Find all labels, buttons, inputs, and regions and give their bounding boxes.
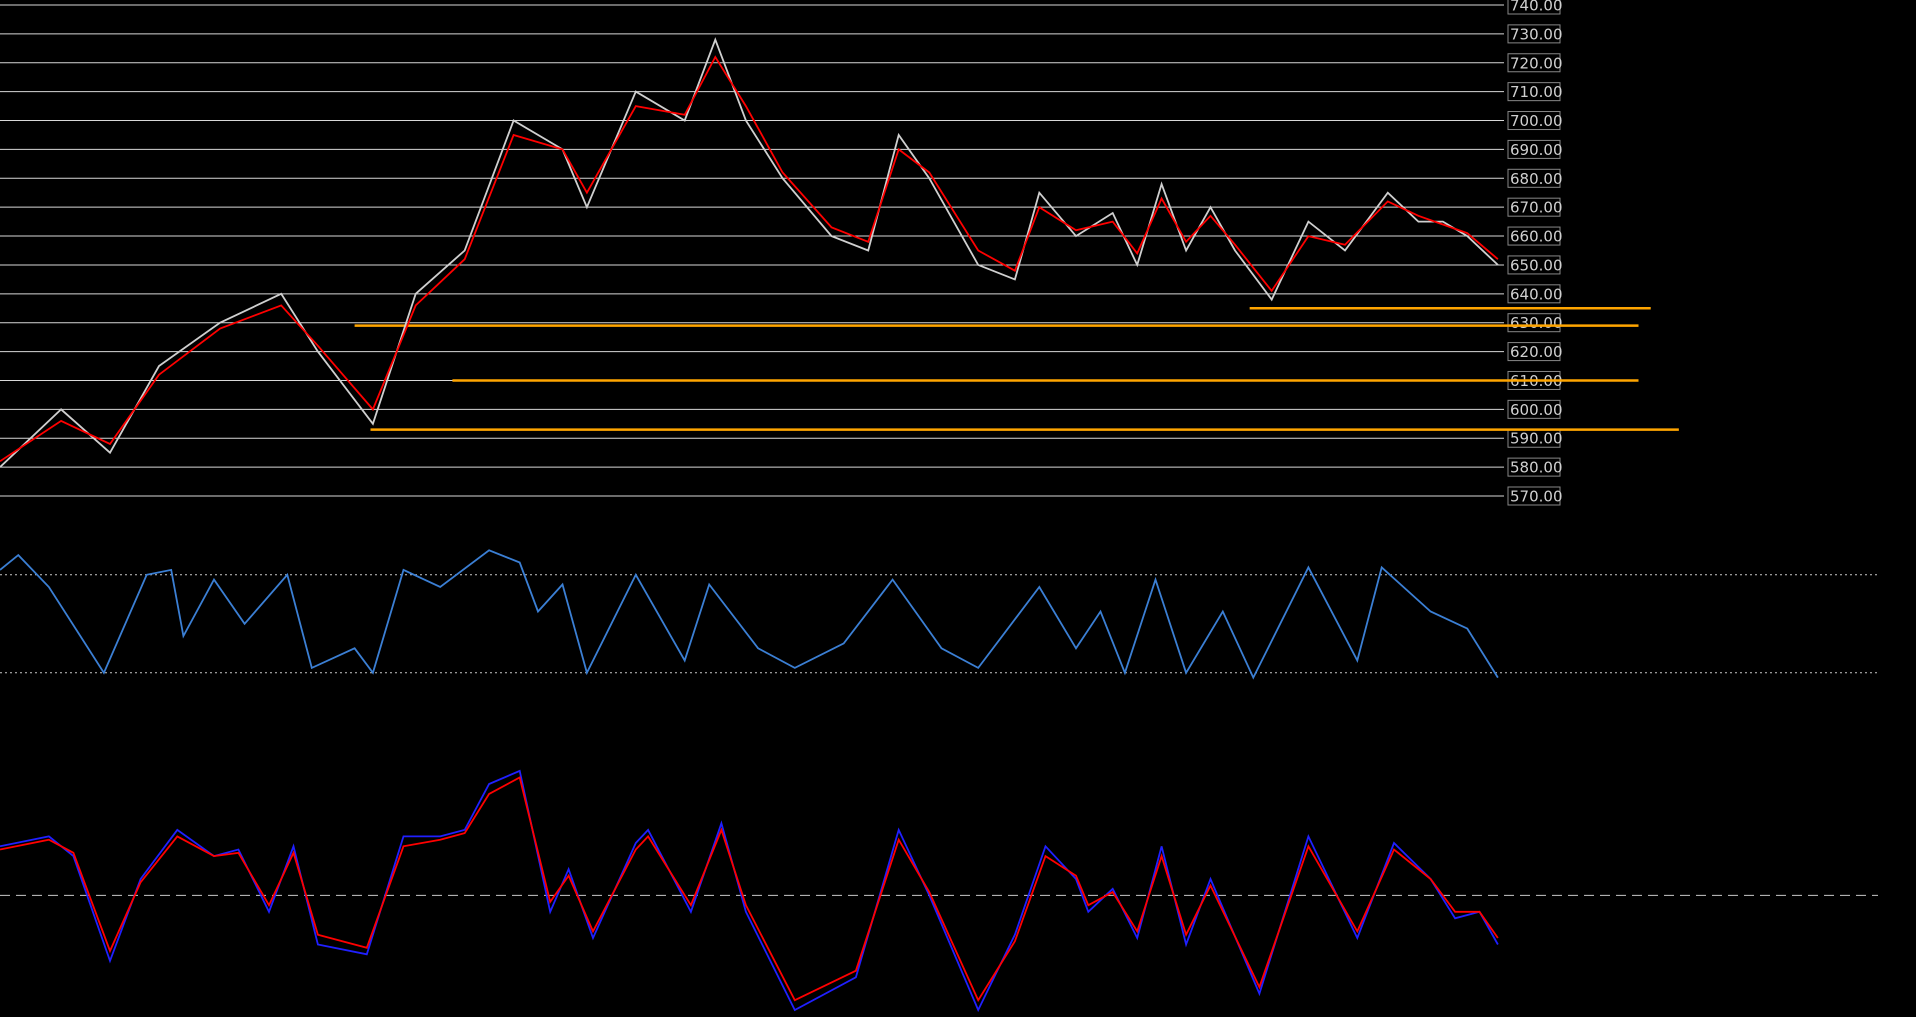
tick-label-box [1507,24,1561,44]
y-tick-label: 680.00 [1510,170,1563,188]
y-tick-label: 590.00 [1510,430,1563,448]
y-tick-label: 670.00 [1510,199,1563,217]
series-line [0,55,1499,463]
y-tick-label: 710.00 [1510,83,1563,101]
y-tick-label: 730.00 [1510,25,1563,43]
tick-label-box [1507,399,1561,419]
y-tick-label: 620.00 [1510,343,1563,361]
tick-label-box [1507,111,1561,131]
tick-label-box [1507,255,1561,275]
series-line [0,776,1499,1003]
y-tick-label: 720.00 [1510,54,1563,72]
y-tick-label: 650.00 [1510,256,1563,274]
tick-label-box [1507,284,1561,304]
tick-label-box [1507,197,1561,217]
tick-label-box [1507,0,1561,15]
tick-label-box [1507,486,1561,506]
y-tick-label: 640.00 [1510,285,1563,303]
y-tick-label: 600.00 [1510,401,1563,419]
tick-label-box [1507,139,1561,159]
tick-label-box [1507,168,1561,188]
tick-label-box [1507,313,1561,333]
y-tick-label: 580.00 [1510,459,1563,477]
tick-label-box [1507,82,1561,102]
tick-label-box [1507,226,1561,246]
series-line [0,769,1499,1013]
series-line [0,549,1499,680]
tick-label-box [1507,53,1561,73]
series-line [0,37,1499,468]
y-tick-label: 570.00 [1510,488,1563,506]
y-tick-label: 660.00 [1510,228,1563,246]
tick-label-box [1507,457,1561,477]
y-tick-label: 700.00 [1510,112,1563,130]
y-tick-label: 690.00 [1510,141,1563,159]
y-tick-label: 740.00 [1510,0,1563,15]
tick-label-box [1507,342,1561,362]
y-tick-label: 630.00 [1510,314,1563,332]
